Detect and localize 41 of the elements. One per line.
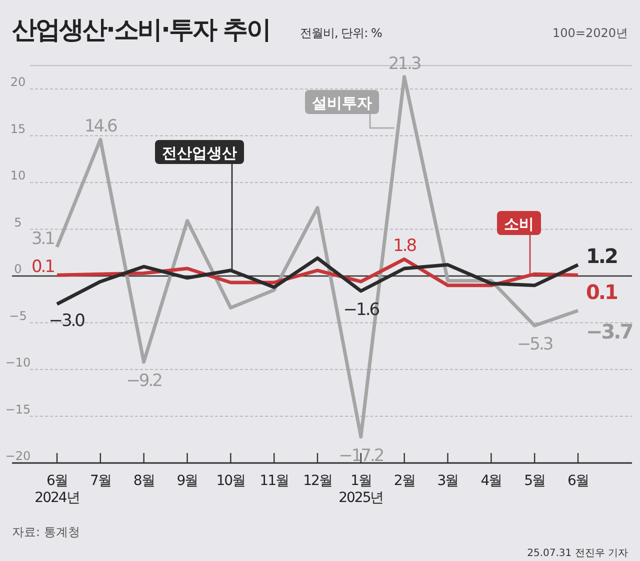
x-tick-label: 8월 (133, 473, 154, 489)
data-label: −1.6 (343, 300, 380, 320)
x-tick-label: 1월 2025년 (338, 473, 384, 506)
x-tick-label: 11월 (260, 473, 288, 489)
y-tick-label: −10 (5, 356, 31, 370)
x-tick-label: 6월 (568, 473, 588, 489)
x-tick-label: 7월 (90, 473, 111, 489)
data-label: −3.7 (586, 320, 633, 344)
text: 전산업생산 (162, 144, 237, 162)
x-tick-label: 12월 (303, 473, 332, 489)
chart-title: 산업생산·소비·투자 추이 (12, 15, 270, 44)
x-tick-label: 2월 (394, 473, 415, 489)
text: 자료: 통계청 (12, 525, 80, 539)
x-tick-label: 4월 (480, 473, 502, 489)
data-label: −17.2 (338, 446, 384, 466)
data-label: 0.1 (31, 257, 55, 278)
data-label: 1.8 (393, 236, 416, 256)
data-label: 3.1 (31, 229, 55, 250)
y-tick-label: 20 (10, 75, 26, 89)
data-label: −9.2 (126, 371, 162, 392)
text: 소비 (504, 215, 534, 233)
series-label: 설비투자 (312, 94, 372, 112)
data-label: 0.1 (586, 280, 618, 304)
y-tick-label: −15 (5, 402, 31, 416)
x-tick-label: 9월 (176, 473, 198, 489)
y-tick-label: 5 (14, 215, 22, 230)
x-tick-label: 10월 (216, 473, 246, 489)
text: 100=2020년 (552, 26, 628, 40)
x-tick-label: 3월 (437, 473, 458, 489)
data-label: 1.2 (586, 244, 618, 268)
data-label: −5.3 (516, 334, 553, 355)
chart-subtitle: 전월비, 단위: % (300, 26, 382, 40)
x-tick-label: 5월 (524, 473, 546, 489)
data-label: 21.3 (388, 54, 421, 74)
x-tick-label: 6월 2024년 (34, 473, 80, 506)
y-tick-label: 10 (10, 168, 26, 182)
data-label: 14.6 (84, 116, 118, 136)
y-tick-label: 15 (10, 122, 26, 136)
text: 25.07.31 전진우 기자 (527, 548, 628, 559)
data-label: −3.0 (48, 311, 85, 332)
y-tick-label: −5 (9, 308, 27, 323)
